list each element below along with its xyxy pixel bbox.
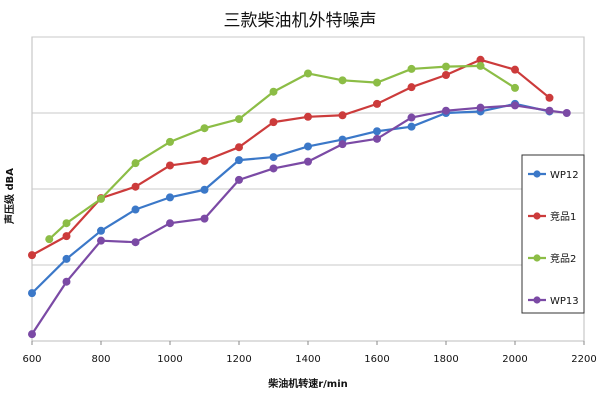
data-point	[338, 111, 347, 120]
x-tick-label: 2200	[571, 354, 596, 365]
legend-label: 竞品2	[550, 252, 576, 265]
data-point	[97, 194, 105, 203]
data-point	[269, 164, 278, 173]
data-point	[97, 226, 105, 235]
data-point	[442, 106, 450, 115]
x-tick-label: 1000	[157, 354, 182, 365]
legend-swatch-marker	[533, 212, 541, 220]
data-point	[200, 156, 209, 165]
data-point	[166, 193, 174, 202]
data-point	[442, 62, 450, 71]
data-point	[235, 143, 243, 152]
data-point	[200, 124, 209, 133]
data-point	[62, 277, 71, 286]
x-tick-label: 2000	[502, 354, 527, 365]
data-point	[373, 134, 381, 143]
data-point	[131, 238, 140, 247]
data-point	[476, 61, 485, 70]
data-point	[338, 76, 347, 85]
data-point	[304, 112, 312, 121]
data-point	[476, 55, 485, 64]
x-tick-label: 1200	[226, 354, 251, 365]
data-point	[131, 182, 140, 191]
data-point	[62, 219, 71, 228]
data-point	[373, 127, 381, 136]
series-line	[31, 58, 551, 257]
series-group	[28, 55, 571, 339]
data-point	[476, 103, 485, 112]
data-point	[269, 87, 278, 96]
x-tick-label: 1600	[364, 354, 389, 365]
legend-box	[521, 154, 585, 314]
data-point	[131, 159, 140, 168]
data-point	[511, 83, 519, 92]
data-point	[269, 118, 278, 127]
data-point	[200, 214, 209, 223]
data-point	[304, 69, 312, 78]
data-point	[373, 99, 381, 108]
x-tick-label: 1400	[295, 354, 320, 365]
data-point	[97, 236, 105, 245]
data-point	[131, 205, 140, 214]
data-point	[166, 161, 174, 170]
data-point	[373, 78, 381, 87]
legend: WP12 竞品1 竞品2 WP13	[521, 154, 585, 314]
data-point	[269, 153, 278, 162]
chart-title: 三款柴油机外特噪声	[224, 11, 377, 31]
data-point	[45, 235, 54, 244]
x-axis-label: 柴油机转速r/min	[267, 377, 348, 390]
data-point	[166, 219, 174, 228]
legend-swatch-marker	[533, 170, 541, 178]
data-point	[235, 175, 243, 184]
x-axis-ticks: 600 800 1000 1200 1400 1600 1800 2000 2200	[22, 341, 597, 365]
data-point	[28, 289, 36, 298]
data-point	[511, 65, 519, 74]
x-tick-label: 1800	[433, 354, 458, 365]
legend-label: WP13	[550, 296, 579, 307]
data-point	[407, 64, 416, 73]
data-point	[407, 113, 416, 122]
data-point	[407, 83, 416, 92]
data-point	[200, 185, 209, 194]
data-point	[304, 157, 312, 166]
legend-swatch-marker	[533, 296, 541, 304]
data-point	[545, 106, 554, 115]
data-point	[28, 330, 36, 339]
data-point	[511, 101, 519, 110]
data-point	[235, 115, 243, 124]
data-point	[62, 254, 71, 263]
x-tick-label: 600	[22, 354, 41, 365]
data-point	[62, 232, 71, 241]
data-point	[562, 109, 571, 117]
data-point	[338, 140, 347, 149]
data-point	[545, 93, 554, 102]
series-line	[31, 102, 550, 294]
legend-swatch-marker	[533, 254, 541, 262]
data-point	[407, 122, 416, 131]
data-point	[235, 156, 243, 165]
series-4	[28, 101, 571, 339]
legend-label: 竞品1	[550, 210, 576, 223]
data-point	[166, 137, 174, 146]
x-tick-label: 800	[91, 354, 110, 365]
data-point	[442, 71, 450, 79]
series-3	[45, 61, 519, 244]
data-point	[28, 251, 36, 260]
y-axis-label: 声压级 dBA	[3, 168, 16, 225]
data-point	[304, 142, 312, 151]
legend-label: WP12	[550, 170, 579, 181]
